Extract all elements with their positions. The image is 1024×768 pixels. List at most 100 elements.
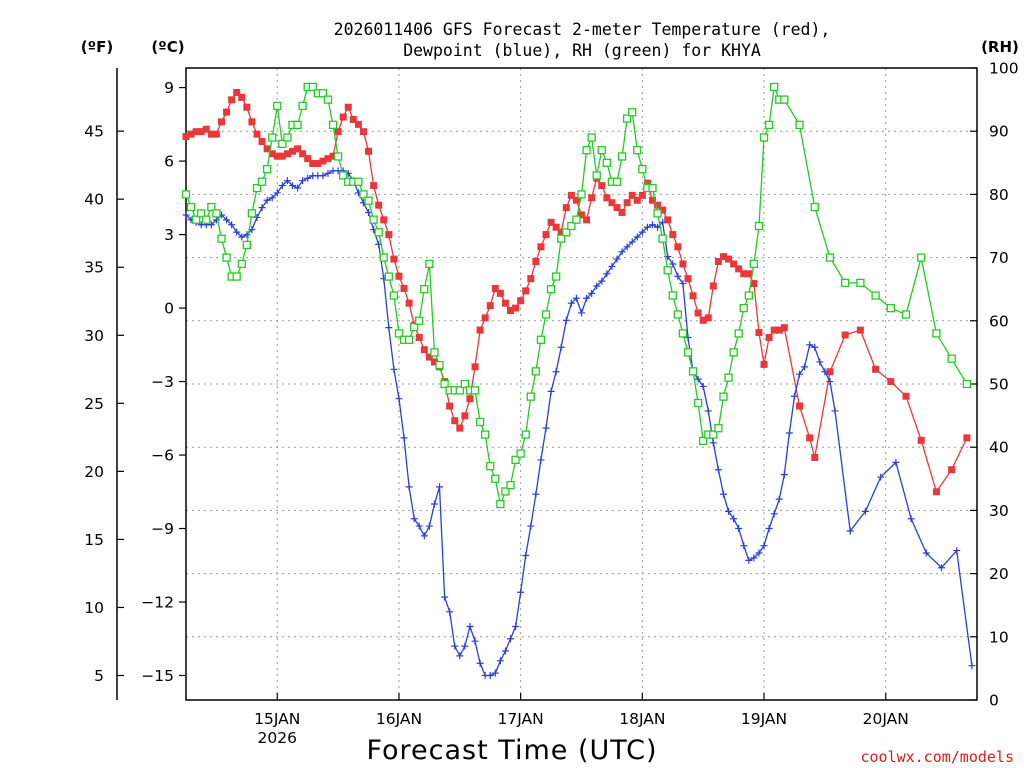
temperature-point [451, 417, 459, 425]
dewpoint-point [704, 407, 712, 415]
dewpoint-point [263, 196, 271, 204]
rh-point [917, 253, 926, 262]
temperature-point [648, 196, 656, 204]
temperature-point [740, 270, 748, 278]
rh-point [369, 215, 378, 224]
temperature-point [608, 199, 616, 207]
rh-point [273, 101, 282, 111]
rh-point [186, 202, 196, 212]
fahrenheit-tick-label: 20 [84, 463, 104, 481]
temperature-point [248, 118, 256, 126]
dewpoint-point [648, 221, 656, 229]
dewpoint-point [542, 424, 550, 432]
temperature-point [476, 326, 484, 334]
temperature-point [669, 231, 677, 239]
rh-point [749, 259, 759, 269]
rh-point [678, 329, 688, 338]
temperature-point [623, 199, 631, 207]
fahrenheit-unit-label: (ºF) [81, 38, 113, 56]
rh-point [612, 177, 622, 186]
temperature-point [856, 326, 864, 334]
dewpoint-point [507, 635, 515, 643]
rh-tick-label: 0 [989, 692, 999, 710]
dewpoint-point [207, 221, 215, 229]
dewpoint-point [532, 490, 540, 498]
fahrenheit-tick-label: 45 [84, 123, 104, 141]
dewpoint-point [770, 510, 778, 518]
rh-point [744, 291, 753, 300]
temperature-point [963, 434, 971, 442]
temperature-point [197, 128, 205, 136]
dewpoint-point [730, 515, 738, 523]
temperature-point [314, 160, 322, 168]
rh-point [592, 171, 601, 180]
temperature-point [917, 436, 925, 444]
rh-point [764, 120, 774, 130]
rh-point [739, 304, 748, 313]
celsius-tick-label: −3 [151, 373, 174, 391]
temperature-point [187, 130, 195, 138]
temperature-point [512, 304, 520, 312]
rh-point [597, 146, 606, 155]
rh-point [693, 398, 703, 408]
dewpoint-point [578, 309, 585, 317]
fahrenheit-tick-label: 10 [84, 599, 104, 617]
fahrenheit-tick-label: 5 [94, 667, 104, 685]
temperature-point [359, 128, 367, 136]
dewpoint-point [725, 507, 733, 515]
rh-point [557, 234, 566, 243]
temperature-point [192, 128, 200, 136]
temperature-point [583, 216, 591, 224]
temperature-point [288, 147, 296, 155]
temperature-point [405, 299, 413, 307]
rh-point [430, 348, 439, 357]
rh-point [648, 183, 657, 193]
temperature-point [826, 368, 834, 376]
dewpoint-point [806, 341, 814, 349]
temperature-point [684, 275, 692, 283]
rh-point [729, 348, 738, 357]
rh-tick-label: 80 [989, 186, 1009, 204]
temperature-point [887, 378, 895, 386]
temperature-point [841, 331, 849, 339]
rh-point [389, 291, 399, 300]
temperature-point [603, 194, 611, 202]
fahrenheit-tick-label: 25 [84, 395, 104, 413]
rh-point [531, 367, 541, 376]
temperature-point [613, 204, 621, 212]
rh-point [455, 386, 464, 395]
dewpoint-point [512, 623, 520, 631]
temperature-point [395, 272, 403, 280]
temperature-point [588, 194, 596, 202]
temperature-point [339, 113, 347, 121]
temperature-point [238, 93, 246, 101]
dewpoint-point [562, 316, 570, 324]
temperature-point [420, 346, 428, 354]
axis-ticks: 9630−3−6−9−12−15454035302520151051009080… [84, 60, 1018, 748]
temperature-point [719, 253, 727, 261]
dewpoint-point [572, 294, 580, 302]
dewpoint-point [395, 395, 403, 403]
temperature-point [638, 191, 646, 199]
rh-tick-label: 20 [989, 565, 1009, 583]
rh-point [810, 202, 819, 212]
temperature-point [375, 201, 383, 209]
series-line [185, 170, 973, 677]
temperature-point [765, 333, 773, 341]
rh-point [460, 379, 470, 389]
temperature-point [217, 118, 225, 126]
temperature-point [344, 103, 352, 111]
dewpoint-point [709, 439, 717, 447]
rh-point [506, 480, 515, 490]
temperature-point [491, 284, 499, 292]
rh-point [759, 133, 769, 142]
rh-point [886, 304, 895, 313]
rh-point [410, 322, 419, 332]
dewpoint-point [831, 407, 839, 415]
dewpoint-point [441, 593, 449, 601]
rh-point [252, 183, 262, 193]
temperature-point [324, 155, 332, 163]
dewpoint-point [760, 542, 768, 550]
temperature-point [446, 402, 454, 410]
